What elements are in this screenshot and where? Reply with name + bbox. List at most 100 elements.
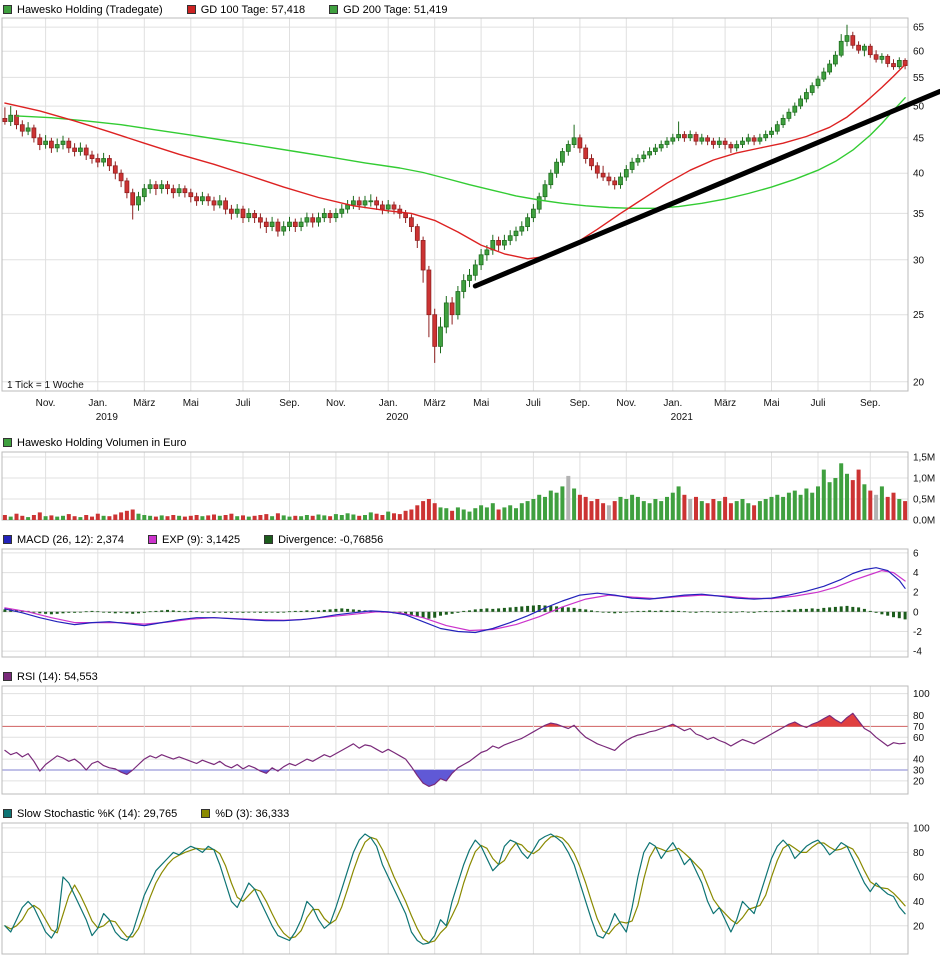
svg-text:1,0M: 1,0M — [913, 474, 935, 485]
macd-line — [4, 567, 906, 634]
legend-label: Divergence: -0,76856 — [278, 533, 384, 546]
legend-item: Divergence: -0,76856 — [264, 534, 383, 546]
svg-text:Jan.: Jan. — [379, 398, 398, 409]
svg-text:Mai: Mai — [473, 398, 489, 409]
svg-text:2019: 2019 — [96, 412, 119, 423]
svg-text:100: 100 — [913, 823, 930, 834]
legend-item: %D (3): 36,333 — [201, 808, 289, 820]
legend-label: RSI (14): 54,553 — [17, 670, 98, 683]
svg-text:Juli: Juli — [236, 398, 251, 409]
svg-text:60: 60 — [913, 872, 925, 883]
volume-chart[interactable]: 0,0M 0,5M 1,0M 1,5M — [0, 450, 940, 524]
svg-text:Sep.: Sep. — [860, 398, 881, 409]
legend-label: GD 200 Tage: 51,419 — [343, 3, 448, 16]
svg-text:40: 40 — [913, 897, 925, 908]
svg-text:65: 65 — [913, 23, 925, 34]
svg-text:Jan.: Jan. — [88, 398, 107, 409]
legend-label: GD 100 Tage: 57,418 — [200, 3, 306, 16]
svg-text:1 Tick = 1 Woche: 1 Tick = 1 Woche — [7, 380, 84, 391]
stoch-k-line — [4, 833, 906, 945]
legend-item: Hawesko Holding Volumen in Euro — [3, 437, 186, 449]
svg-text:2020: 2020 — [386, 412, 409, 423]
rsi-overbought-fill — [785, 722, 804, 727]
svg-text:60: 60 — [913, 47, 925, 58]
svg-text:2021: 2021 — [671, 412, 694, 423]
svg-text:100: 100 — [913, 689, 930, 700]
legend-label: %D (3): 36,333 — [215, 807, 290, 820]
svg-text:4: 4 — [913, 568, 919, 579]
macd-chart[interactable]: -4 -2 0 2 4 6 — [0, 547, 940, 661]
legend-swatch — [3, 535, 12, 544]
svg-text:Sep.: Sep. — [570, 398, 591, 409]
svg-text:50: 50 — [913, 102, 925, 113]
svg-text:30: 30 — [913, 766, 925, 777]
legend-swatch — [148, 535, 157, 544]
macd-signal-line — [4, 570, 906, 632]
svg-text:Jan.: Jan. — [663, 398, 682, 409]
svg-text:März: März — [714, 398, 736, 409]
legend-label: EXP (9): 3,1425 — [162, 533, 241, 546]
svg-text:März: März — [424, 398, 446, 409]
svg-text:80: 80 — [913, 711, 925, 722]
svg-text:März: März — [133, 398, 155, 409]
legend-item: GD 100 Tage: 57,418 — [186, 3, 306, 16]
svg-text:0,5M: 0,5M — [913, 495, 935, 506]
gd200-line — [15, 97, 906, 210]
svg-text:40: 40 — [913, 755, 925, 766]
rsi-line — [4, 712, 906, 788]
legend-label: Hawesko Holding (Tradegate) — [17, 3, 163, 16]
legend-item: RSI (14): 54,553 — [3, 671, 98, 683]
svg-text:1,5M: 1,5M — [913, 453, 935, 464]
svg-text:Nov.: Nov. — [326, 398, 346, 409]
svg-text:20: 20 — [913, 377, 925, 388]
legend-swatch — [3, 809, 12, 818]
stoch-d-line — [4, 835, 906, 944]
svg-text:45: 45 — [913, 133, 925, 144]
svg-text:40: 40 — [913, 169, 925, 180]
svg-text:20: 20 — [913, 776, 925, 787]
svg-text:Mai: Mai — [763, 398, 779, 409]
stoch-chart[interactable]: 20 40 60 80 100 — [0, 821, 940, 957]
legend-item: Slow Stochastic %K (14): 29,765 — [3, 808, 177, 820]
rsi-oversold-fill — [413, 770, 456, 787]
svg-text:Juli: Juli — [526, 398, 541, 409]
svg-text:35: 35 — [913, 209, 925, 220]
legend-label: Slow Stochastic %K (14): 29,765 — [17, 807, 178, 820]
legend-swatch — [264, 535, 274, 544]
legend-rsi: RSI (14): 54,553 — [0, 667, 940, 684]
svg-text:0,0M: 0,0M — [913, 516, 935, 525]
svg-text:Sep.: Sep. — [279, 398, 300, 409]
svg-text:-4: -4 — [913, 647, 922, 658]
legend-item: GD 200 Tage: 51,419 — [329, 3, 448, 16]
rsi-overbought-fill — [543, 723, 563, 727]
svg-text:20: 20 — [913, 921, 925, 932]
legend-item: EXP (9): 3,1425 — [148, 534, 240, 546]
legend-label: MACD (26, 12): 2,374 — [17, 533, 124, 546]
svg-text:25: 25 — [913, 310, 925, 321]
legend-swatch — [329, 5, 339, 14]
legend-volume: Hawesko Holding Volumen in Euro — [0, 433, 940, 450]
main-chart[interactable]: 20 25 30 35 40 45 50 55 60 65 Nov. Jan. 2019 März Mai J… — [0, 17, 940, 427]
legend-swatch — [201, 809, 211, 818]
legend-swatch — [3, 672, 12, 681]
volume-bars — [2, 463, 908, 520]
legend-swatch — [3, 438, 12, 447]
trend-line — [472, 88, 940, 289]
svg-text:Nov.: Nov. — [616, 398, 636, 409]
svg-text:2: 2 — [913, 588, 919, 599]
svg-text:Nov.: Nov. — [36, 398, 56, 409]
svg-text:55: 55 — [913, 73, 925, 84]
candles-layer — [2, 24, 908, 363]
legend-swatch — [186, 5, 196, 14]
legend-swatch — [3, 5, 12, 14]
svg-text:-2: -2 — [913, 627, 922, 638]
legend-macd: MACD (26, 12): 2,374 EXP (9): 3,1425 Diver… — [0, 530, 940, 547]
legend-main: Hawesko Holding (Tradegate) GD 100 Tage: … — [0, 0, 940, 17]
svg-text:60: 60 — [913, 733, 925, 744]
rsi-oversold-fill — [117, 770, 133, 775]
svg-text:Mai: Mai — [183, 398, 199, 409]
svg-text:30: 30 — [913, 255, 925, 266]
svg-text:0: 0 — [913, 607, 919, 618]
